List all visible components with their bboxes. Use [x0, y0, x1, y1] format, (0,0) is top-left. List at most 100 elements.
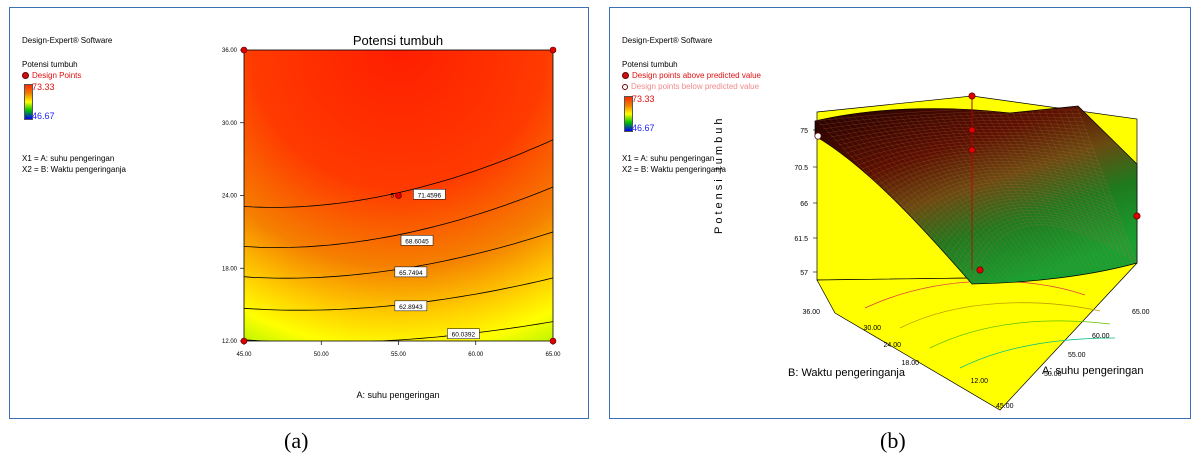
mesh-line: [885, 161, 1105, 194]
mesh-line: [1018, 111, 1101, 269]
floor-contour: [929, 320, 1111, 349]
mesh-line: [1025, 111, 1105, 269]
mesh-line: [873, 116, 1010, 280]
mesh-line: [854, 116, 997, 282]
mesh-line: [992, 112, 1084, 271]
scale-low-value: 46.67: [632, 123, 655, 133]
response-label: Potensi tumbuh: [622, 60, 678, 69]
legend-design-points-text: Design Points: [32, 71, 82, 80]
mesh-line: [952, 113, 1059, 274]
mesh-line: [1051, 110, 1121, 267]
mesh-line: [956, 212, 1132, 266]
design-point-count: 5: [391, 193, 395, 200]
x-tick-label: 65.00: [1132, 309, 1150, 316]
response-surface: [814, 105, 1138, 285]
mesh-line: [966, 113, 1068, 273]
design-point: [968, 146, 976, 154]
contour-label: 68.6045: [405, 238, 429, 245]
x-tick-label: 60.00: [468, 352, 484, 358]
design-point: [968, 92, 976, 100]
response-label: Potensi tumbuh: [22, 60, 78, 69]
y-tick-label: 36.00: [802, 309, 820, 316]
mesh-line: [948, 207, 1129, 258]
scale-low-value: 46.67: [32, 111, 55, 121]
mesh-line: [1064, 110, 1129, 266]
mesh-line: [1012, 111, 1096, 270]
z-tick-label: 61.5: [794, 236, 808, 243]
floor-contour: [959, 337, 1116, 369]
contour-label: 71.4596: [418, 192, 442, 199]
mesh-line: [858, 140, 1095, 166]
mesh-line: [1031, 111, 1109, 268]
mesh-line: [834, 117, 985, 283]
mesh-line: [972, 113, 1072, 273]
mesh-line: [887, 115, 1018, 279]
mesh-line: [920, 187, 1118, 230]
software-label: Design-Expert® Software: [22, 36, 113, 45]
mesh-line: [932, 195, 1123, 242]
mesh-line: [862, 143, 1096, 170]
mesh-line: [867, 116, 1006, 281]
design-point-hollow-icon: [622, 83, 628, 90]
design-point: [240, 337, 248, 345]
x-tick-label: 55.00: [391, 352, 407, 358]
mesh-line: [846, 132, 1090, 154]
mesh-line: [830, 119, 1084, 138]
mesh-line: [912, 181, 1115, 222]
mesh-line: [944, 204, 1127, 254]
surface-panel: Design-Expert® Software Potensi tumbuh D…: [609, 7, 1191, 419]
y-tick-label: 24.00: [222, 194, 238, 200]
legend-above-text: Design points above predicted value: [632, 71, 761, 80]
mesh-line: [998, 112, 1088, 271]
mesh-line: [952, 210, 1130, 262]
mesh-line: [936, 198, 1124, 246]
y-tick-label: 36.00: [222, 48, 238, 54]
mesh-line: [946, 113, 1055, 275]
mesh-line: [880, 115, 1014, 280]
x-tick-label: 60.00: [1092, 333, 1110, 340]
design-point-icon: [22, 72, 29, 80]
software-label: Design-Expert® Software: [622, 36, 713, 45]
z-tick-label: 70.5: [794, 165, 808, 172]
mesh-line: [1038, 111, 1113, 268]
x-axis-label: A: suhu pengeringan: [356, 390, 439, 400]
legend-below-text: Design points below predicted value: [631, 82, 760, 91]
x-tick-label: 55.00: [1068, 352, 1086, 359]
contour-label-box: [394, 266, 428, 278]
mesh-line: [967, 221, 1136, 278]
mesh-line: [919, 114, 1039, 277]
x-tick-label: 50.00: [314, 352, 330, 358]
mesh-line: [860, 116, 1002, 281]
mesh-line: [881, 158, 1104, 190]
x-tick-label: 45.00: [996, 403, 1014, 410]
design-point: [395, 192, 402, 199]
mesh-line: [1058, 110, 1125, 266]
y-tick-label: 18.00: [901, 360, 919, 367]
y-tick-label: 30.00: [222, 121, 238, 127]
mesh-line: [940, 201, 1126, 250]
mesh-line: [897, 169, 1110, 206]
mesh-line: [818, 109, 1080, 126]
design-point: [968, 126, 976, 134]
mesh-line: [841, 117, 989, 283]
mesh-line: [959, 113, 1063, 274]
mesh-line: [834, 123, 1086, 142]
mesh-line: [979, 112, 1076, 272]
contour-label: 62.8943: [399, 304, 423, 311]
contour-label: 65.7494: [399, 270, 423, 277]
z-tick-label: 75: [800, 128, 808, 135]
factor-x1: X1 = A: suhu pengeringan: [22, 154, 115, 163]
z-tick-label: 57: [800, 270, 808, 277]
mesh-line: [850, 135, 1092, 158]
contour-label: 60.0392: [452, 332, 476, 339]
mesh-line: [1077, 109, 1137, 265]
mesh-line: [847, 116, 993, 282]
y-tick-label: 24.00: [883, 342, 901, 349]
legend-below: Design points below predicted value: [622, 82, 759, 91]
contour-label-box: [413, 189, 446, 200]
x-axis-label: A: suhu pengeringan: [1042, 365, 1144, 377]
mesh-line: [909, 178, 1114, 218]
x-tick-label: 65.00: [545, 352, 561, 358]
caption-a: (a): [284, 428, 309, 453]
mesh-line: [906, 115, 1030, 278]
